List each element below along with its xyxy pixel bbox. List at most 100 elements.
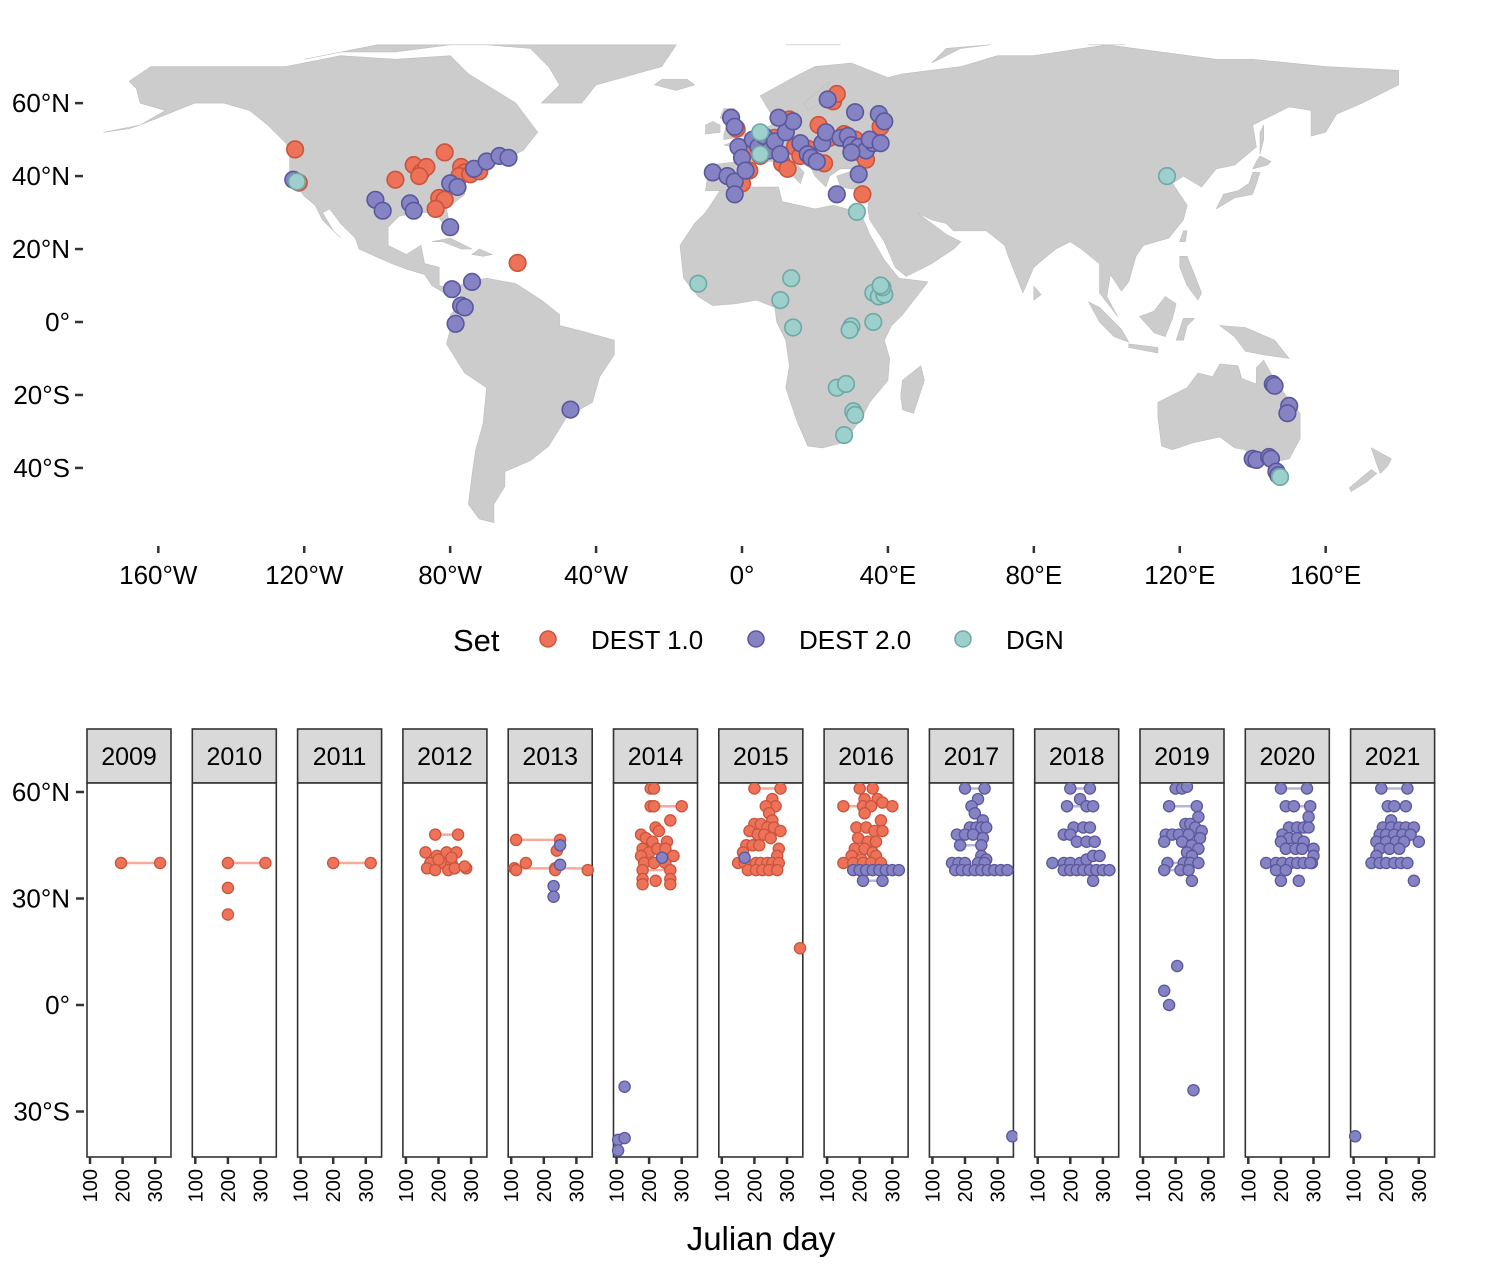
facet-2021: 2021 100 200 300 xyxy=(1344,728,1436,1202)
facet-point-dest1 xyxy=(753,839,766,852)
facet-point-dest1 xyxy=(326,856,340,870)
facet-x-tick-label: 200 xyxy=(218,1169,240,1202)
land-greenland xyxy=(486,44,677,104)
map-point-dest2 xyxy=(842,143,861,162)
facet-x-tick-label: 100 xyxy=(185,1169,207,1202)
facet-point-dest2 xyxy=(1274,874,1288,888)
facet-strip-label: 2016 xyxy=(838,743,894,771)
facet-x-tick-label: 200 xyxy=(955,1169,977,1202)
facet-x-tick-label: 100 xyxy=(1238,1169,1260,1202)
facet-point-dest2 xyxy=(547,879,560,893)
facet-point-dest2 xyxy=(1190,799,1204,813)
facet-point-dest1 xyxy=(858,807,871,820)
facet-point-dest2 xyxy=(1046,856,1059,870)
land-ireland xyxy=(705,121,721,135)
land-java xyxy=(1128,343,1159,354)
facet-x-tick-label: 100 xyxy=(80,1169,102,1202)
facet-point-dest1 xyxy=(675,799,688,813)
facet-strip xyxy=(1033,728,1120,784)
facet-point-dest2 xyxy=(1086,799,1100,813)
map-point-dest1 xyxy=(508,253,527,272)
facet-point-dest2 xyxy=(1303,799,1317,813)
facet-x-tick-label: 300 xyxy=(1198,1169,1220,1202)
map-point-dest1 xyxy=(286,140,305,159)
facet-point-dest1 xyxy=(419,846,432,859)
facet-strip-label: 2020 xyxy=(1259,743,1315,771)
facet-strip xyxy=(296,728,383,784)
map-point-dgn xyxy=(836,374,856,394)
facet-point-dest2 xyxy=(1348,1130,1362,1143)
land-south-america xyxy=(446,277,615,523)
facet-2019: 2019 100 200 300 xyxy=(1133,728,1225,1202)
facet-point-dest1 xyxy=(647,799,661,813)
facet-x-tick-label: 100 xyxy=(712,1169,734,1202)
facet-x-tick-label: 100 xyxy=(1028,1169,1050,1202)
map-point-dgn xyxy=(834,426,854,445)
facet-panel xyxy=(717,782,804,1158)
facet-point-dest2 xyxy=(1162,998,1176,1012)
facet-point-dest2 xyxy=(1401,856,1414,870)
facet-strip-label: 2017 xyxy=(944,743,1000,771)
facet-x-tick-label: 100 xyxy=(501,1169,523,1202)
facet-y-tick-label: 30°S xyxy=(13,1097,70,1127)
facet-x-tick-label: 200 xyxy=(1271,1169,1293,1202)
facet-strip-label: 2013 xyxy=(522,743,578,771)
legend-key-dest1 xyxy=(539,630,557,648)
facet-point-dest1 xyxy=(458,860,471,873)
world-map-panel: 60°N 40°N 20°N 0° 20°S 40°S 160°W 120°W 80°W 40°… xyxy=(12,44,1399,590)
facet-point-dest2 xyxy=(1274,783,1288,795)
facet-2015: 2015 100 200 300 xyxy=(712,728,807,1202)
map-point-dest2 xyxy=(771,145,790,164)
facet-x-tick-label: 200 xyxy=(850,1169,872,1202)
facet-point-dest2 xyxy=(1302,821,1315,834)
facet-point-dest2 xyxy=(975,839,988,852)
land-new-zealand-north xyxy=(1370,447,1392,474)
facet-point-dest1 xyxy=(866,783,879,795)
land-hokkaido xyxy=(1252,155,1272,170)
land-masses xyxy=(103,44,1399,523)
facet-point-dest2 xyxy=(1388,799,1401,813)
facet-strip xyxy=(928,728,1015,784)
facet-point-dest2 xyxy=(953,839,967,852)
facet-2020: 2020 100 200 300 xyxy=(1238,728,1331,1202)
facet-point-dest2 xyxy=(1093,849,1106,863)
map-point-dest2 xyxy=(827,185,846,204)
facet-point-dest1 xyxy=(221,908,235,921)
map-x-tick-label: 120°W xyxy=(265,560,344,590)
facet-strip xyxy=(507,728,594,784)
map-point-dest2 xyxy=(442,280,462,299)
facet-strip-label: 2021 xyxy=(1365,743,1421,771)
map-point-dest2 xyxy=(455,298,474,317)
facet-point-dest2 xyxy=(1401,783,1414,795)
facet-strip xyxy=(1349,728,1436,784)
facet-strip-label: 2011 xyxy=(313,743,367,771)
facet-point-dest2 xyxy=(1292,874,1306,888)
map-point-dgn xyxy=(1270,467,1290,487)
facet-strip-label: 2015 xyxy=(733,743,789,771)
map-point-dest2 xyxy=(561,400,580,419)
facet-point-dest2 xyxy=(618,1131,631,1145)
map-point-dgn xyxy=(782,269,801,288)
facet-strip-label: 2012 xyxy=(417,743,473,771)
facet-strip-label: 2009 xyxy=(101,743,157,771)
facet-strip-label: 2010 xyxy=(206,743,262,771)
facet-point-dest1 xyxy=(445,851,458,864)
facet-point-dest1 xyxy=(774,824,787,838)
facet-x-tick-label: 100 xyxy=(1133,1169,1155,1202)
facet-point-dest2 xyxy=(1412,835,1426,848)
land-japan xyxy=(1215,172,1261,210)
land-iceland xyxy=(653,79,696,91)
facet-x-tick-label: 200 xyxy=(113,1169,135,1202)
facet-2012: 2012 100 200 300 xyxy=(396,728,488,1202)
facet-point-dest1 xyxy=(509,833,523,847)
land-canada-islands xyxy=(304,44,487,60)
facet-2011: 2011 100 200 300 xyxy=(291,728,383,1202)
facet-point-dest2 xyxy=(1407,874,1421,888)
map-point-dest2 xyxy=(448,177,467,197)
land-alaska-aleutians xyxy=(103,124,141,133)
map-point-dest2 xyxy=(769,108,788,127)
map-y-axis: 60°N 40°N 20°N 0° 20°S 40°S xyxy=(12,88,83,483)
facet-point-dest2 xyxy=(1157,863,1171,877)
land-taiwan xyxy=(1179,230,1188,242)
map-point-dgn xyxy=(689,274,708,293)
